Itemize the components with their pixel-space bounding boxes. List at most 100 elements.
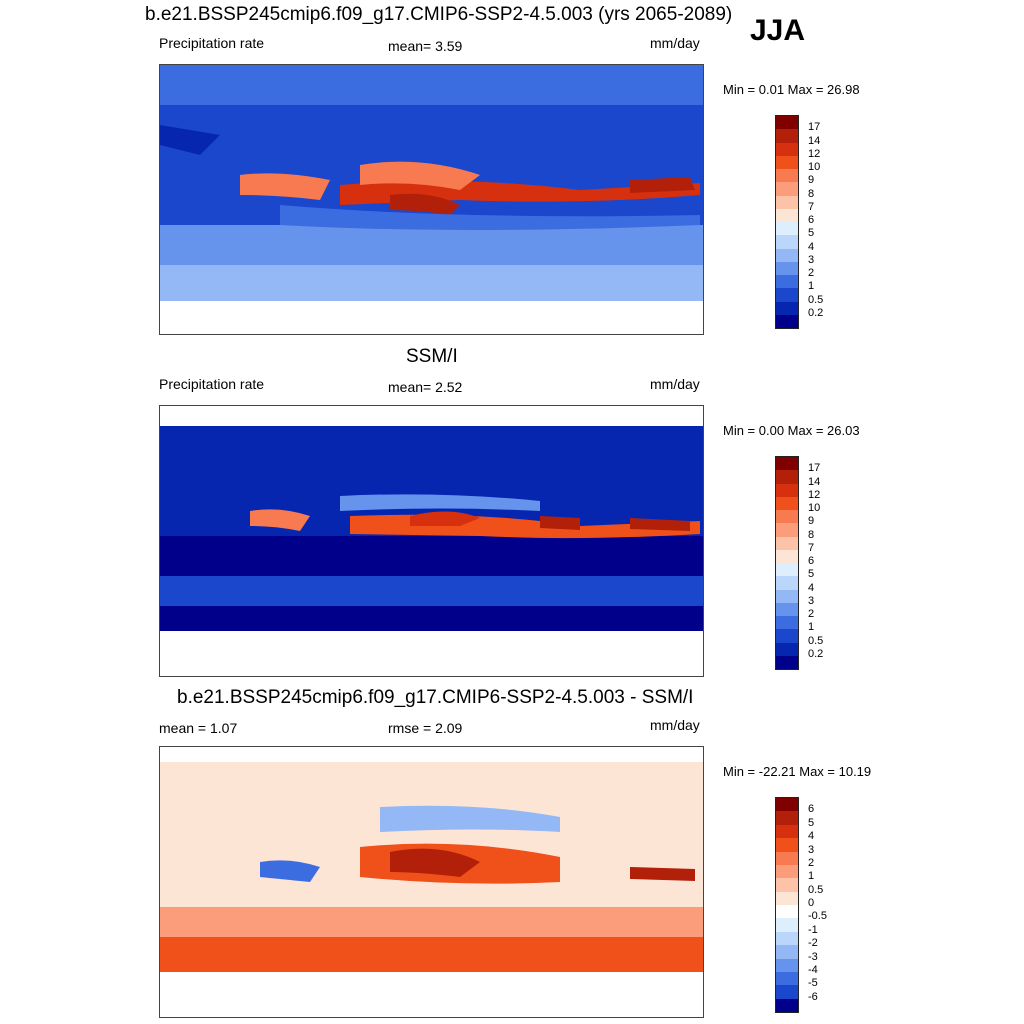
colorbar-tick-label: 3 — [808, 843, 815, 856]
colorbar-swatch — [776, 288, 798, 302]
colorbar — [775, 797, 799, 1013]
colorbar-tick-label: 7 — [808, 200, 815, 213]
colorbar-swatch — [776, 549, 798, 563]
precip-map — [160, 406, 703, 676]
colorbar-swatch — [776, 155, 798, 169]
colorbar-tick-label: -5 — [808, 977, 818, 990]
colorbar-swatch — [776, 655, 798, 669]
mean-label: mean = 1.07 — [159, 720, 238, 736]
colorbar-tick-label: 17 — [808, 462, 821, 475]
colorbar-tick-label: -2 — [808, 937, 818, 950]
colorbar-swatch — [776, 616, 798, 630]
colorbar-swatch — [776, 301, 798, 315]
colorbar-swatch — [776, 998, 798, 1012]
colorbar-swatch — [776, 563, 798, 577]
colorbar-tick-label: 2 — [808, 267, 815, 279]
colorbar-tick-label: 0.5 — [808, 634, 824, 647]
colorbar-tick-label: 14 — [808, 134, 821, 147]
colorbar-tick-label: 3 — [808, 594, 815, 607]
colorbar-tick-label: 1 — [808, 621, 815, 634]
colorbar-swatch — [776, 510, 798, 524]
units-label: mm/day — [650, 35, 700, 51]
colorbar-tick-label: 10 — [808, 161, 821, 173]
precip-map — [160, 65, 703, 301]
panel-title: b.e21.BSSP245cmip6.f09_g17.CMIP6-SSP2-4.… — [177, 687, 694, 708]
colorbar-tick-label: 2 — [808, 856, 815, 869]
panel-title: SSM/I — [406, 346, 458, 367]
colorbar-tick-label: 1 — [808, 280, 815, 293]
colorbar-swatch — [776, 195, 798, 209]
colorbar-swatch — [776, 169, 798, 183]
map-field — [159, 405, 704, 677]
colorbar-tick-label: 17 — [808, 121, 821, 134]
colorbar-swatch — [776, 235, 798, 249]
colorbar-tick-label: 4 — [808, 581, 815, 594]
colorbar-swatch — [776, 642, 798, 656]
colorbar-swatch — [776, 248, 798, 262]
colorbar-swatch — [776, 275, 798, 289]
colorbar-tick-label: 9 — [808, 515, 815, 528]
colorbar-tick-label: 8 — [808, 187, 815, 200]
colorbar-swatch — [776, 824, 798, 839]
colorbar-tick-label: 6 — [808, 214, 815, 226]
colorbar-tick-label: 1 — [808, 870, 815, 883]
colorbar-tick-label: 4 — [808, 830, 815, 843]
units-label: mm/day — [650, 376, 700, 392]
units-label: mm/day — [650, 717, 700, 733]
variable-label: Precipitation rate — [159, 376, 265, 392]
season-label: JJA — [750, 14, 806, 47]
colorbar-tick-label: -4 — [808, 963, 818, 976]
colorbar-swatch — [776, 576, 798, 590]
colorbar-swatch — [776, 589, 798, 603]
colorbar-tick-label: 14 — [808, 475, 821, 488]
colorbar-tick-label: 0.2 — [808, 647, 824, 660]
colorbar-swatch — [776, 116, 798, 130]
mean-label: mean= 3.59 — [388, 38, 463, 54]
colorbar-tick-label: 4 — [808, 240, 815, 253]
colorbar-swatch — [776, 864, 798, 879]
colorbar — [775, 115, 799, 329]
diff-map — [160, 747, 703, 1017]
colorbar-swatch — [776, 523, 798, 537]
variable-label: Precipitation rate — [159, 35, 265, 51]
colorbar-tick-label: 2 — [808, 608, 815, 620]
colorbar-swatch — [776, 602, 798, 616]
colorbar-swatch — [776, 483, 798, 497]
colorbar-swatch — [776, 931, 798, 946]
rmse-label: rmse = 2.09 — [388, 720, 463, 736]
colorbar-tick-label: 5 — [808, 227, 815, 240]
colorbar-tick-label: 0 — [808, 897, 815, 909]
colorbar-swatch — [776, 878, 798, 892]
colorbar-swatch — [776, 798, 798, 812]
panel-title: b.e21.BSSP245cmip6.f09_g17.CMIP6-SSP2-4.… — [145, 4, 733, 25]
colorbar-tick-label: -1 — [808, 923, 818, 936]
colorbar-swatch — [776, 536, 798, 550]
colorbar-tick-label: 3 — [808, 253, 815, 266]
colorbar-tick-label: 8 — [808, 528, 815, 541]
colorbar-swatch — [776, 891, 798, 905]
colorbar-swatch — [776, 971, 798, 986]
colorbar-swatch — [776, 905, 798, 919]
colorbar-swatch — [776, 261, 798, 275]
map-field — [159, 746, 704, 1018]
colorbar-tick-label: -6 — [808, 990, 818, 1003]
colorbar-tick-label: 5 — [808, 568, 815, 581]
colorbar-swatch — [776, 129, 798, 143]
colorbar-swatch — [776, 142, 798, 156]
colorbar-tick-label: 7 — [808, 541, 815, 554]
colorbar-tick-label: 5 — [808, 816, 815, 829]
colorbar-tick-label: 0.2 — [808, 306, 824, 319]
colorbar-swatch — [776, 208, 798, 222]
colorbar-swatch — [776, 851, 798, 865]
colorbar-swatch — [776, 945, 798, 959]
colorbar — [775, 456, 799, 670]
colorbar-swatch — [776, 811, 798, 825]
colorbar-tick-label: 10 — [808, 502, 821, 514]
colorbar-swatch — [776, 918, 798, 932]
colorbar-tick-label: -0.5 — [808, 910, 827, 923]
mean-label: mean= 2.52 — [388, 379, 463, 395]
minmax-label: Min = 0.01 Max = 26.98 — [723, 82, 860, 97]
colorbar-swatch — [776, 222, 798, 236]
colorbar-tick-label: 12 — [808, 488, 821, 501]
colorbar-swatch — [776, 496, 798, 510]
